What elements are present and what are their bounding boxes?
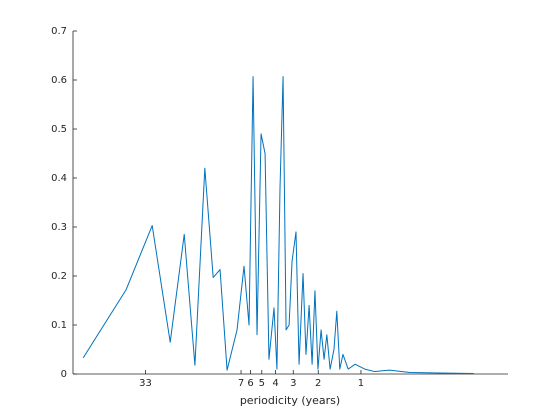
data-line — [82, 76, 474, 375]
y-tick-label: 0.6 — [51, 75, 67, 86]
x-tick-label: 5 — [259, 378, 265, 389]
x-tick-label: 2 — [315, 378, 321, 389]
y-tick-label: 0.1 — [51, 320, 67, 331]
x-tick-label: 3 — [290, 378, 296, 389]
x-tick-label: 1 — [358, 378, 364, 389]
x-tick-label: 6 — [247, 378, 253, 389]
y-tick-label: 0.4 — [51, 173, 67, 184]
y-tick-label: 0.3 — [51, 222, 67, 233]
y-tick-label: 0.5 — [51, 124, 67, 135]
y-tick-label: 0.7 — [51, 26, 67, 37]
x-tick-label: 4 — [272, 378, 278, 389]
y-tick-label: 0.2 — [51, 271, 67, 282]
x-tick-label: 7 — [238, 378, 244, 389]
x-axis-label: periodicity (years) — [240, 394, 340, 407]
x-tick-label: 33 — [139, 378, 152, 389]
y-tick-label: 0 — [61, 369, 67, 380]
